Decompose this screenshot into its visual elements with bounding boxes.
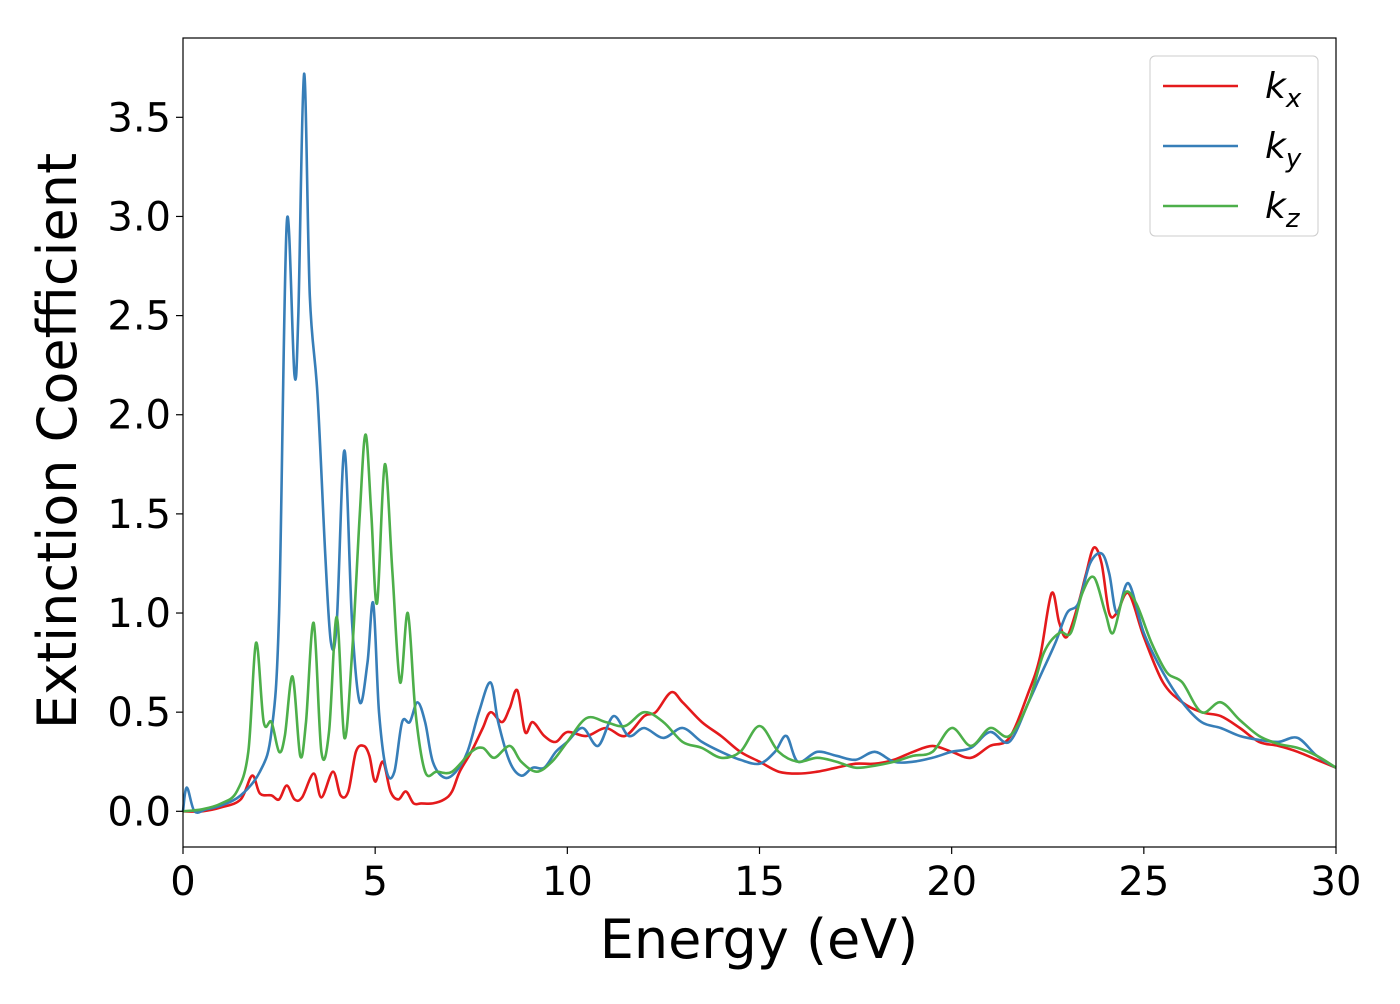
- y-tick-label: 2.0: [107, 393, 171, 439]
- x-tick-label: 20: [926, 859, 977, 905]
- x-tick-label: 15: [734, 859, 785, 905]
- y-tick-label: 1.0: [107, 591, 171, 637]
- x-tick-label: 25: [1118, 859, 1169, 905]
- legend-label-z: kz: [1265, 186, 1301, 234]
- series-line-x: [182, 546, 1337, 813]
- y-tick-label: 0.0: [107, 789, 171, 835]
- y-tick-label: 2.5: [107, 294, 171, 340]
- x-axis-label: Energy (eV): [600, 908, 919, 971]
- y-tick-label: 0.5: [107, 690, 171, 736]
- y-tick-label: 3.0: [107, 194, 171, 240]
- legend-label-y: ky: [1265, 126, 1302, 174]
- y-tick-label: 1.5: [107, 492, 171, 538]
- x-tick-label: 10: [542, 859, 593, 905]
- x-axis: 0 5 10 15 20 25 30: [170, 847, 1361, 905]
- x-tick-label: 30: [1311, 859, 1362, 905]
- x-tick-label: 0: [170, 859, 195, 905]
- y-tick-label: 3.5: [107, 95, 171, 141]
- x-tick-label: 5: [362, 859, 387, 905]
- legend-label-x: kx: [1265, 66, 1302, 114]
- legend: kx ky kz: [1149, 55, 1319, 237]
- series-line-z: [182, 433, 1337, 813]
- y-axis-label: Extinction Coefficient: [26, 153, 89, 729]
- y-axis: 0.0 0.5 1.0 1.5 2.0 2.5 3.0 3.5: [107, 95, 183, 835]
- series-layer: [181, 72, 1337, 814]
- legend-entries: kx ky kz: [1163, 66, 1302, 234]
